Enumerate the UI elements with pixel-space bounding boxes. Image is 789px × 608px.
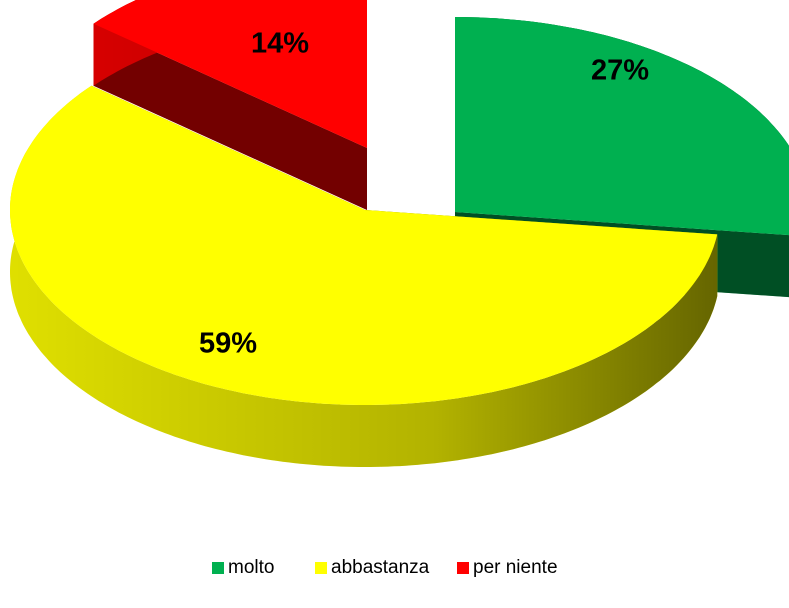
legend: molto abbastanza per niente: [212, 557, 558, 578]
pie: [10, 0, 789, 467]
legend-label: abbastanza: [331, 557, 430, 578]
slice: [10, 85, 718, 467]
slice-side-shade: [93, 23, 367, 211]
slice: [10, 85, 718, 405]
slice: [93, 0, 367, 148]
legend-swatch: [457, 562, 469, 574]
legend-label: per niente: [473, 557, 558, 578]
legend-swatch: [315, 562, 327, 574]
data-label: 14%: [251, 28, 309, 60]
slice: [93, 0, 367, 211]
labels: 27% 59% 14%: [199, 28, 649, 360]
data-label: 59%: [199, 328, 257, 360]
slice: [455, 17, 789, 236]
legend-swatch: [212, 562, 224, 574]
legend-label: molto: [228, 557, 274, 578]
data-label: 27%: [591, 55, 649, 87]
